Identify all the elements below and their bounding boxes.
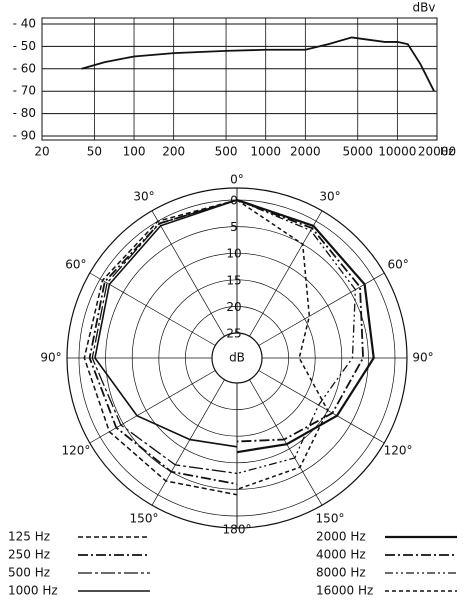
- response-line: [81, 36, 435, 92]
- r-tick-label: 20: [226, 300, 241, 314]
- spoke: [89, 272, 216, 346]
- x-tick-label: 200: [162, 145, 185, 159]
- x-tick-label: 5000: [342, 145, 373, 159]
- legend-label: 16000 Hz: [316, 584, 373, 598]
- legend-label: 2000 Hz: [316, 530, 366, 544]
- angle-label: 120°: [61, 444, 90, 458]
- spoke: [151, 210, 225, 337]
- spoke: [258, 370, 385, 444]
- y-tick-label: - 90: [13, 129, 36, 143]
- angle-label: 180°: [223, 523, 252, 537]
- polar-line: [236, 199, 364, 443]
- x-tick-label: 20: [34, 145, 49, 159]
- r-tick-label: 15: [226, 273, 241, 287]
- legend-label: 500 Hz: [8, 566, 50, 580]
- x-tick-label: 20000: [418, 145, 456, 159]
- spoke: [89, 370, 216, 444]
- angle-label: 120°: [384, 444, 413, 458]
- polar-line: [83, 199, 238, 496]
- r-tick-label: 25: [226, 327, 241, 341]
- y-tick-label: - 40: [13, 17, 36, 31]
- y-tick-label: - 50: [13, 39, 36, 53]
- polar-line: [236, 198, 375, 454]
- angle-label: 30°: [133, 189, 154, 203]
- angle-label: 150°: [316, 512, 345, 526]
- spoke: [258, 272, 385, 346]
- r-tick-label: 5: [230, 220, 238, 234]
- x-tick-label: 100: [123, 145, 146, 159]
- r-tick-label: 10: [226, 247, 241, 261]
- x-tick-label: 2000: [290, 145, 321, 159]
- plot-frame: [41, 17, 438, 141]
- polar-line: [94, 199, 238, 448]
- angle-label: 60°: [387, 258, 408, 272]
- x-tick-label: 1000: [250, 145, 281, 159]
- x-axis-label: Hz: [440, 145, 454, 158]
- legend-label: 8000 Hz: [316, 566, 366, 580]
- x-tick-label: 50: [87, 145, 102, 159]
- x-tick-label: 500: [215, 145, 238, 159]
- polar-line: [236, 199, 357, 475]
- polar-line: [91, 199, 238, 475]
- spoke: [249, 210, 323, 337]
- angle-label: 60°: [65, 258, 86, 272]
- spoke: [151, 379, 225, 506]
- y-tick-label: - 60: [13, 61, 36, 75]
- spoke: [249, 379, 323, 506]
- polar-line: [236, 199, 329, 491]
- x-tick-label: 10000: [378, 145, 416, 159]
- angle-label: 30°: [319, 189, 340, 203]
- angle-label: 90°: [40, 351, 61, 365]
- y-tick-label: - 80: [13, 106, 36, 120]
- legend-label: 250 Hz: [8, 548, 50, 562]
- angle-label: 0°: [230, 173, 244, 187]
- y-axis-label: dBv: [413, 1, 436, 15]
- legend-label: 125 Hz: [8, 530, 50, 544]
- y-tick-label: - 70: [13, 84, 36, 98]
- angle-label: 90°: [412, 351, 433, 365]
- angle-label: 150°: [130, 512, 159, 526]
- legend-label: 1000 Hz: [8, 584, 58, 598]
- r-axis-label: dB: [229, 351, 245, 365]
- legend-label: 4000 Hz: [316, 548, 366, 562]
